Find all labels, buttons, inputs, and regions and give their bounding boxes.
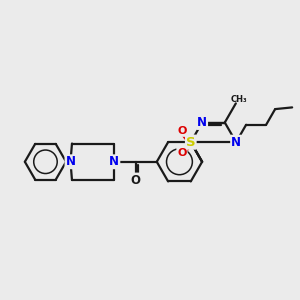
Text: O: O	[177, 126, 187, 136]
Text: N: N	[65, 155, 76, 168]
Text: N: N	[197, 116, 207, 129]
Text: O: O	[130, 173, 141, 187]
Text: N: N	[110, 155, 119, 168]
Text: S: S	[186, 136, 196, 148]
Text: N: N	[231, 136, 241, 148]
Text: O: O	[177, 148, 187, 158]
Text: CH₃: CH₃	[231, 95, 248, 104]
